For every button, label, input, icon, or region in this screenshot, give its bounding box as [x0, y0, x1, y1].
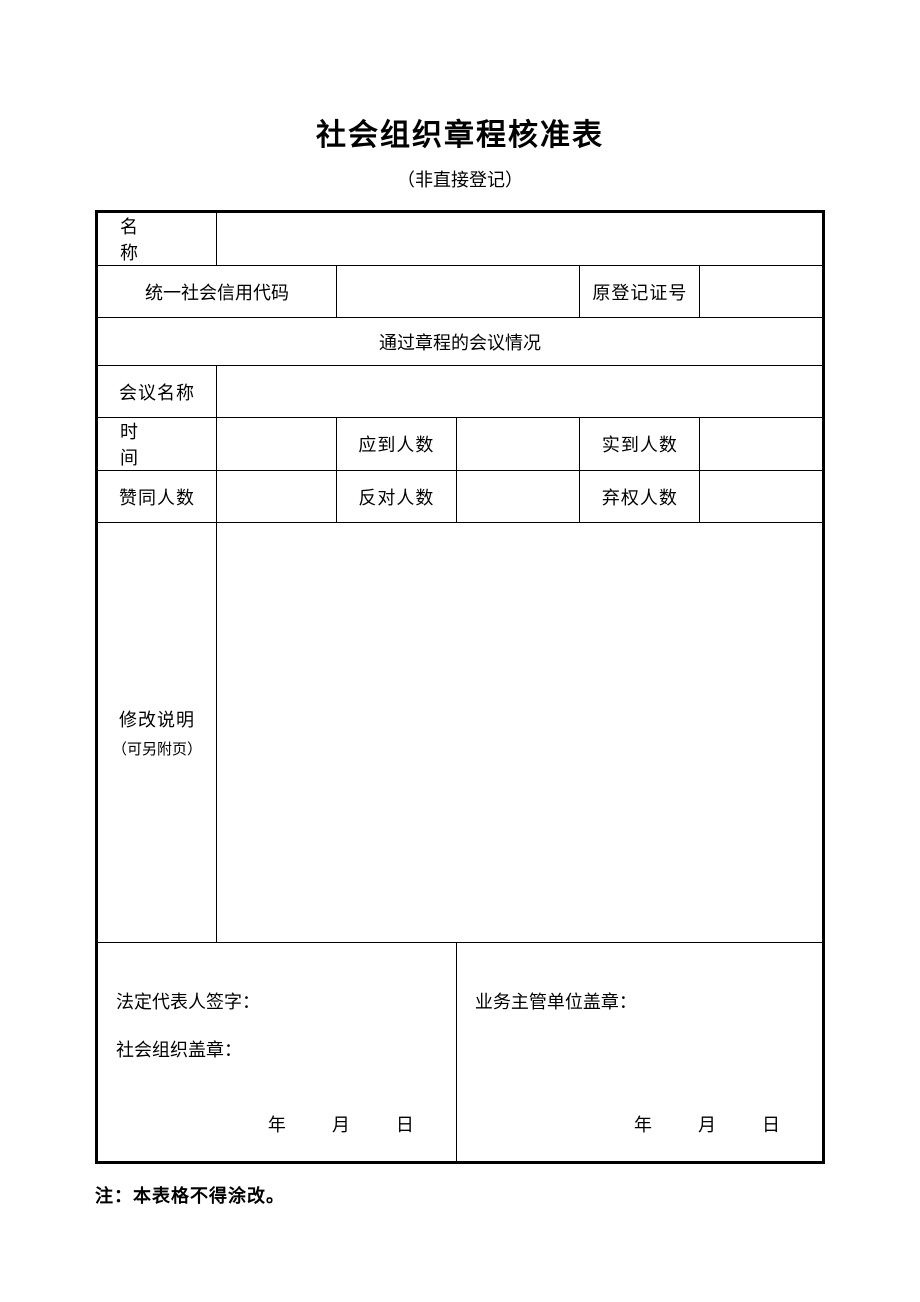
- label-orig-reg-no: 原登记证号: [580, 266, 700, 318]
- date-right: 年 月 日: [634, 1111, 794, 1137]
- label-name: 名 称: [97, 212, 217, 266]
- value-agree[interactable]: [216, 471, 336, 523]
- label-oppose: 反对人数: [336, 471, 456, 523]
- footer-note: 注：本表格不得涂改。: [95, 1182, 825, 1208]
- value-time[interactable]: [216, 418, 336, 471]
- meeting-section-header: 通过章程的会议情况: [97, 318, 824, 366]
- label-amendment-main: 修改说明: [106, 706, 208, 732]
- signature-left-cell: 法定代表人签字： 社会组织盖章： 年 月 日: [97, 943, 457, 1163]
- label-actual: 实到人数: [580, 418, 700, 471]
- value-amendment[interactable]: [216, 523, 823, 943]
- label-abstain: 弃权人数: [580, 471, 700, 523]
- value-meeting-name[interactable]: [216, 366, 823, 418]
- date-left: 年 月 日: [268, 1111, 428, 1137]
- value-orig-reg-no[interactable]: [700, 266, 824, 318]
- signature-right-cell: 业务主管单位盖章： 年 月 日: [456, 943, 823, 1163]
- label-amendment: 修改说明 （可另附页）: [97, 523, 217, 943]
- value-oppose[interactable]: [456, 471, 580, 523]
- label-org-seal: 社会组织盖章：: [116, 1036, 438, 1062]
- label-meeting-name: 会议名称: [97, 366, 217, 418]
- value-actual[interactable]: [700, 418, 824, 471]
- label-credit-code: 统一社会信用代码: [97, 266, 337, 318]
- page-title: 社会组织章程核准表: [95, 110, 825, 154]
- value-abstain[interactable]: [700, 471, 824, 523]
- label-time: 时 间: [97, 418, 217, 471]
- value-credit-code[interactable]: [336, 266, 580, 318]
- page-subtitle: （非直接登记）: [95, 166, 825, 192]
- label-dept-seal: 业务主管单位盖章：: [475, 988, 804, 1014]
- label-expected: 应到人数: [336, 418, 456, 471]
- label-agree: 赞同人数: [97, 471, 217, 523]
- value-name[interactable]: [216, 212, 823, 266]
- label-legal-rep-sign: 法定代表人签字：: [116, 988, 438, 1014]
- label-amendment-sub: （可另附页）: [106, 738, 208, 759]
- approval-form-table: 名 称 统一社会信用代码 原登记证号 通过章程的会议情况 会议名称 时 间 应到…: [95, 210, 825, 1164]
- value-expected[interactable]: [456, 418, 580, 471]
